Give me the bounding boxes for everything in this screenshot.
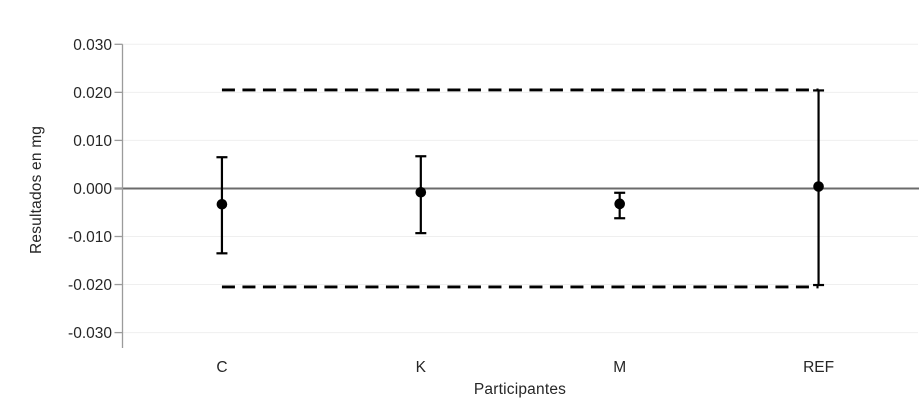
data-point-M [614, 198, 625, 210]
y-tick-label: -0.010 [68, 229, 112, 246]
y-axis-title: Resultados en mg [28, 125, 45, 255]
x-category-label-REF: REF [803, 359, 834, 376]
data-point-K [415, 186, 427, 198]
y-tick-label: -0.020 [68, 277, 112, 294]
data-point-C [216, 199, 228, 210]
y-tick-label: -0.030 [68, 325, 112, 342]
x-category-label-K: K [416, 359, 427, 376]
x-category-label-M: M [613, 359, 626, 376]
x-axis-title: Participantes [473, 381, 567, 398]
x-category-label-C: C [216, 359, 227, 376]
y-tick-label: 0.030 [73, 37, 112, 54]
y-tick-label: 0.000 [73, 181, 112, 198]
data-point-REF [813, 181, 824, 192]
y-tick-label: 0.020 [73, 85, 112, 102]
y-tick-label: 0.010 [73, 133, 112, 150]
